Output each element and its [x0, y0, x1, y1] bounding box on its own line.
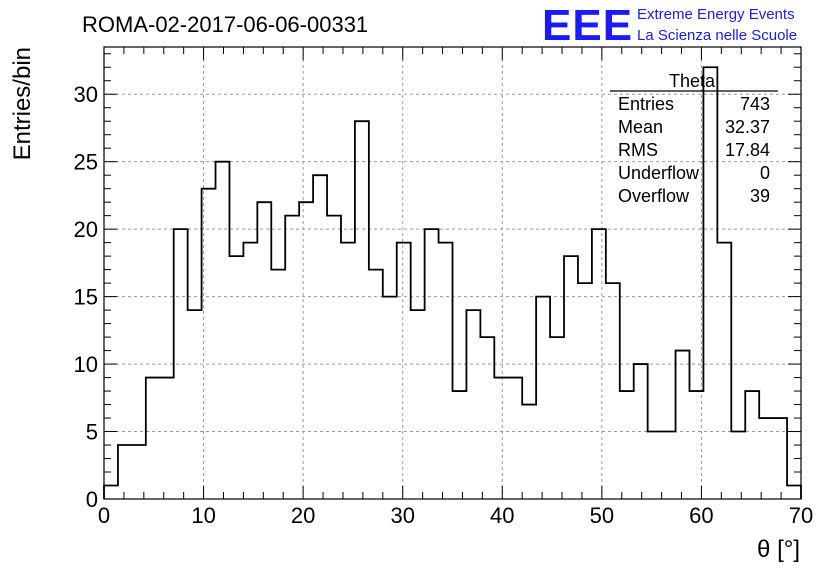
histogram-bin	[717, 243, 731, 499]
histogram-bin	[174, 229, 188, 499]
y-tick-labels: 0 5 10 15 20 25 30	[74, 82, 98, 512]
histogram-bin	[773, 418, 787, 499]
y-tick-label: 0	[86, 487, 98, 512]
histogram-bin	[216, 162, 230, 499]
histogram-bin	[578, 283, 592, 499]
eee-logo: EEE	[542, 1, 633, 50]
y-axis-label: Entries/bin	[9, 47, 36, 160]
stats-rows: Entries 743 Mean 32.37 RMS 17.84 Underflow 0 Ove…	[618, 94, 770, 206]
histogram-bin	[132, 445, 146, 499]
histogram-bin	[508, 378, 522, 499]
histogram-bin	[703, 67, 717, 499]
y-tick-label: 25	[74, 150, 98, 175]
x-tick-label: 30	[390, 503, 414, 528]
histogram-bin	[313, 175, 327, 499]
x-tick-label: 60	[689, 503, 713, 528]
stats-value: 0	[760, 163, 770, 183]
histogram-bin	[341, 243, 355, 499]
histogram-bin	[745, 391, 759, 499]
histogram-bin	[411, 310, 425, 499]
stats-value: 17.84	[725, 140, 770, 160]
histogram-bin	[397, 243, 411, 499]
histogram-bin	[243, 243, 257, 499]
run-title: ROMA-02-2017-06-06-00331	[82, 12, 368, 37]
histogram-bin	[787, 486, 801, 499]
histogram-bin	[160, 378, 174, 499]
y-tick-label: 20	[74, 217, 98, 242]
plot-frame	[103, 46, 802, 500]
histogram-bin	[620, 391, 634, 499]
histogram-bin	[439, 243, 453, 499]
histogram-bin	[271, 270, 285, 499]
x-tick-label: 10	[191, 503, 215, 528]
histogram-bin	[118, 445, 132, 499]
histogram-bin	[466, 310, 480, 499]
histogram-bin	[383, 297, 397, 499]
histogram-bin	[188, 310, 202, 499]
x-tick-label: 0	[98, 503, 110, 528]
stats-label: Mean	[618, 117, 663, 137]
logo-line-2: La Scienza nelle Scuole	[637, 27, 797, 44]
x-tick-label: 40	[490, 503, 514, 528]
stats-label: RMS	[618, 140, 658, 160]
histogram-bin	[522, 405, 536, 499]
histogram-bin	[536, 297, 550, 499]
histogram-bin	[369, 270, 383, 499]
histogram-bin	[453, 391, 467, 499]
histogram-bin	[494, 378, 508, 499]
stats-title: Theta	[669, 71, 716, 91]
logo-line-1: Extreme Energy Events	[637, 6, 795, 23]
histogram-bin	[146, 378, 160, 499]
histogram-bin	[731, 432, 745, 499]
stats-value: 743	[740, 94, 770, 114]
histogram-bin	[327, 216, 341, 499]
histogram-bin	[662, 432, 676, 499]
histogram-bin	[257, 202, 271, 499]
histogram-bin	[355, 121, 369, 499]
stats-label: Overflow	[618, 186, 690, 206]
stats-box: Theta Entries 743 Mean 32.37 RMS 17.84 Underfl…	[610, 71, 778, 206]
x-tick-label: 50	[590, 503, 614, 528]
histogram-bin	[564, 256, 578, 499]
x-tick-label: 70	[789, 503, 813, 528]
stats-label: Entries	[618, 94, 674, 114]
y-tick-label: 10	[74, 352, 98, 377]
histogram-bin	[480, 337, 494, 499]
histogram-outline	[103, 66, 802, 499]
x-tick-labels: 0 10 20 30 40 50 60 70	[98, 503, 813, 528]
axis-ticks	[103, 47, 802, 500]
histogram-bin	[285, 216, 299, 499]
histogram-bin	[229, 256, 243, 499]
y-tick-label: 15	[74, 285, 98, 310]
x-axis-label: θ [°]	[757, 536, 800, 563]
histogram-bin	[759, 418, 773, 499]
stats-value: 39	[750, 186, 770, 206]
stats-label: Underflow	[618, 163, 700, 183]
histogram-bin	[299, 202, 313, 499]
histogram-bin	[550, 337, 564, 499]
y-tick-label: 30	[74, 82, 98, 107]
histogram-bin	[104, 486, 118, 499]
y-tick-label: 5	[86, 420, 98, 445]
x-tick-label: 20	[291, 503, 315, 528]
histogram-bin	[648, 432, 662, 499]
histogram-bin	[606, 283, 620, 499]
stats-value: 32.37	[725, 117, 770, 137]
histogram-bin	[676, 351, 690, 499]
